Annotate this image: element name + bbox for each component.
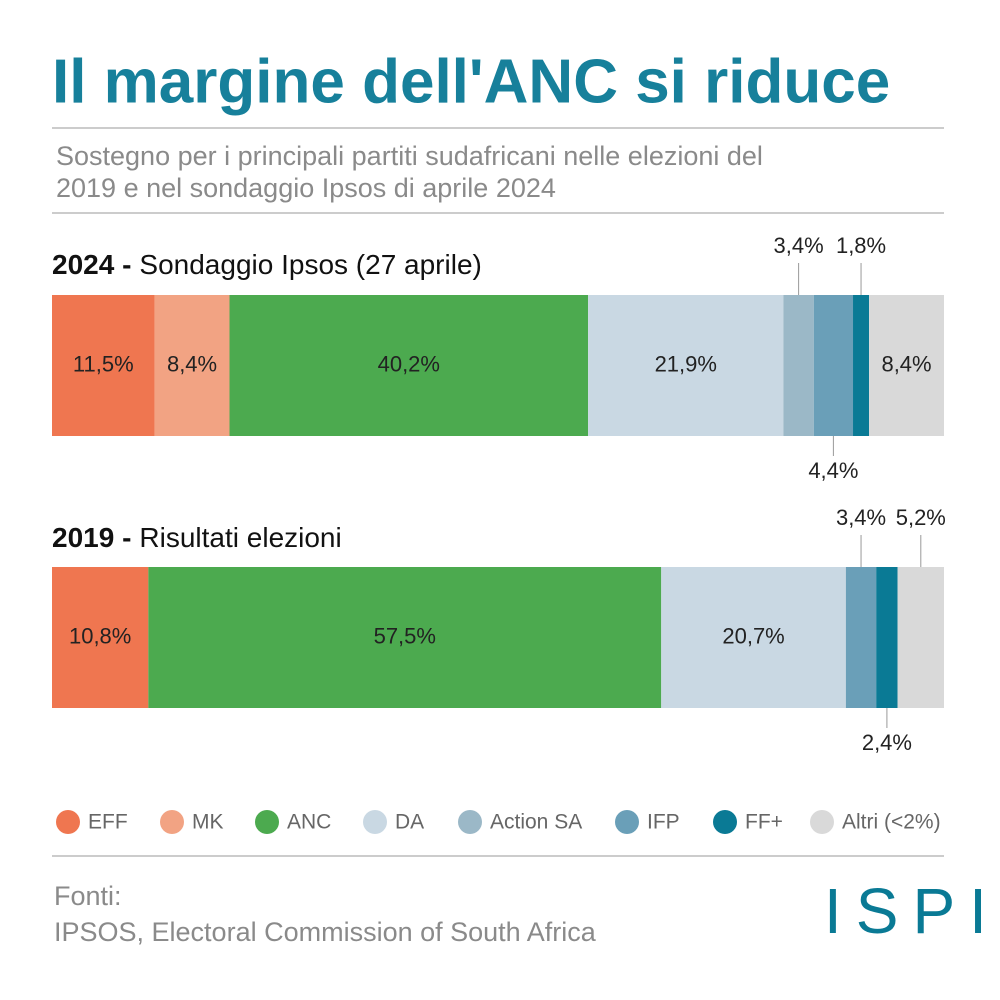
value-label: 11,5% [73,351,134,376]
chart-subtitle: Sondaggio Ipsos (27 aprile) [139,249,481,280]
bar-segment [52,567,149,708]
legend-swatch [160,810,184,834]
bar-segment [148,567,662,708]
legend-swatch [363,810,387,834]
bar-segment [229,295,589,436]
bar-segment [52,295,155,436]
value-label: 21,9% [655,351,717,376]
legend-swatch [615,810,639,834]
bar-segment [897,567,944,708]
title: Il margine dell'ANC si riduce [52,47,890,116]
chart-subtitle: Risultati elezioni [139,522,341,553]
legend-label: DA [395,811,424,834]
value-label: 40,2% [378,351,440,376]
bar-segment [588,295,784,436]
subtitle: Sostegno per i principali partiti sudafr… [56,141,763,171]
bar-segment [783,295,814,436]
bar-segment [845,567,877,708]
legend-swatch [810,810,834,834]
legend-swatch [713,810,737,834]
chart-title: 2024 - Sondaggio Ipsos (27 aprile) [52,249,482,280]
bar-segment [876,567,898,708]
logo: ISPI [824,875,1000,947]
subtitle: 2019 e nel sondaggio Ipsos di aprile 202… [56,173,556,203]
chart-label: 2019 - [52,522,131,553]
bar-segment [813,295,854,436]
chart-label: 2024 - [52,249,131,280]
legend-label: EFF [88,811,128,834]
legend-label: MK [192,811,224,834]
bar-segment [661,567,846,708]
legend-swatch [56,810,80,834]
bar-segment [154,295,230,436]
value-label: 3,4% [836,505,886,530]
value-label: 3,4% [774,233,824,258]
sources-label: Fonti: [54,881,122,911]
value-label: 10,8% [69,623,131,648]
legend-swatch [255,810,279,834]
chart-title: 2019 - Risultati elezioni [52,522,342,553]
legend-label: Altri (<2%) [842,811,941,834]
sources-text: IPSOS, Electoral Commission of South Afr… [54,917,597,947]
value-label: 20,7% [722,623,784,648]
legend-label: ANC [287,811,331,834]
value-label: 4,4% [808,458,858,483]
value-label: 8,4% [167,351,217,376]
legend-label: IFP [647,811,680,834]
value-label: 1,8% [836,233,886,258]
value-label: 57,5% [374,623,436,648]
legend-label: FF+ [745,811,783,834]
value-label: 8,4% [881,351,931,376]
value-label: 5,2% [896,505,946,530]
value-label: 2,4% [862,730,912,755]
bar-segment [869,295,944,436]
legend-label: Action SA [490,811,582,834]
bar-segment [853,295,870,436]
legend-swatch [458,810,482,834]
